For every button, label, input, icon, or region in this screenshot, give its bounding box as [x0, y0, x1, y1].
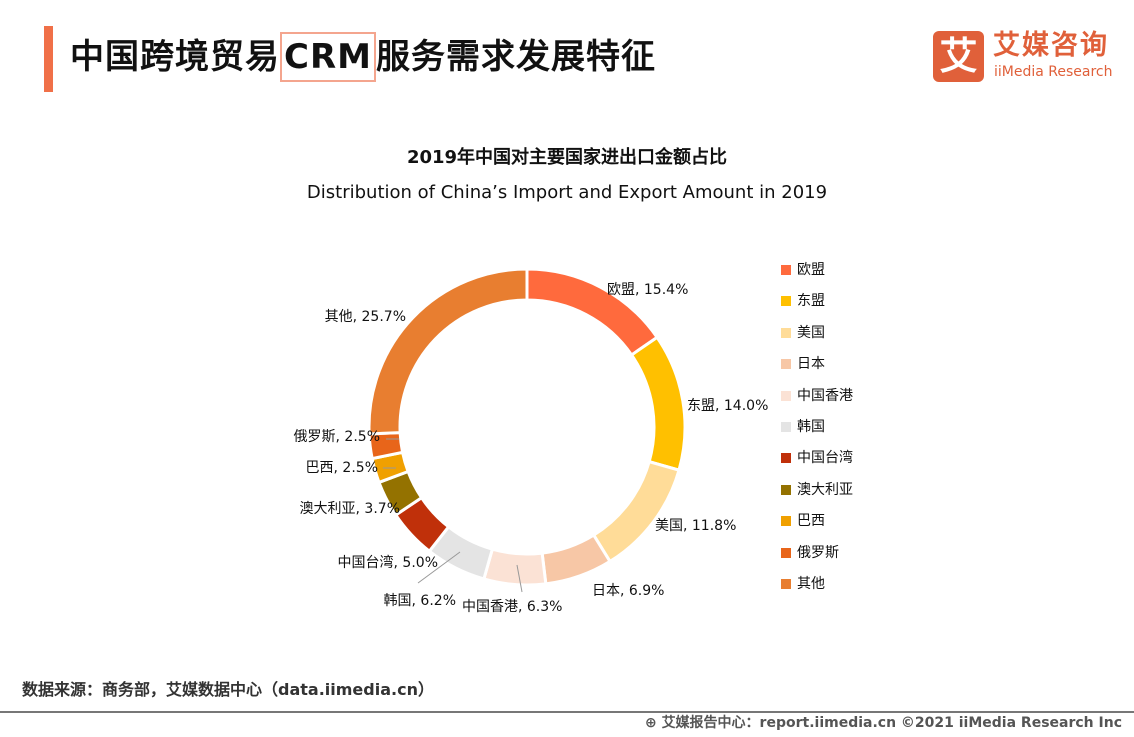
- data-label: 欧盟, 15.4%: [607, 282, 689, 298]
- legend-item: 澳大利亚: [781, 482, 853, 498]
- donut-slice: [540, 533, 613, 586]
- legend-swatch: [781, 359, 791, 370]
- legend-swatch: [781, 327, 791, 338]
- title-text-end: 服务需求发展特征: [375, 37, 656, 77]
- legend-label: 美国: [797, 324, 825, 341]
- title-accent-bar: [44, 26, 53, 92]
- legend-item: 俄罗斯: [781, 545, 839, 561]
- legend-label: 澳大利亚: [797, 481, 853, 498]
- donut-slice: [482, 547, 548, 587]
- globe-icon: ⊕: [644, 715, 662, 731]
- footer-copyright-text: 艾媒报告中心：report.iimedia.cn ©2021 iiMedia R…: [661, 715, 1122, 731]
- legend-swatch: [781, 265, 791, 275]
- legend-label: 俄罗斯: [797, 544, 839, 561]
- logo-text-en: iiMedia Research: [994, 64, 1113, 80]
- legend-label: 巴西: [797, 513, 825, 530]
- legend-swatch: [781, 547, 791, 558]
- data-label: 巴西, 2.5%: [305, 460, 378, 476]
- legend-item: 中国香港: [781, 388, 853, 404]
- page-title: 中国跨境贸易 CRM 服务需求发展特征: [70, 32, 656, 82]
- legend-label: 中国台湾: [797, 450, 853, 467]
- leader-line: [516, 564, 523, 593]
- legend-swatch: [781, 296, 791, 307]
- logo-text-cn: 艾媒咨询: [993, 30, 1109, 61]
- data-source: 数据来源：商务部，艾媒数据中心（data.iimedia.cn）: [22, 680, 434, 699]
- legend-item: 韩国: [781, 419, 825, 435]
- legend-item: 日本: [781, 356, 825, 372]
- legend-label: 日本: [797, 356, 825, 373]
- legend-label: 其他: [797, 576, 825, 592]
- donut-slice: [629, 335, 687, 472]
- donut-slice: [367, 267, 529, 436]
- legend-swatch: [781, 453, 791, 464]
- chart-subtitle: Distribution of China’s Import and Expor…: [306, 182, 828, 203]
- legend-swatch: [781, 390, 791, 401]
- legend-item: 巴西: [781, 513, 825, 529]
- data-label: 俄罗斯, 2.5%: [293, 429, 380, 445]
- legend-swatch: [781, 579, 791, 589]
- title-highlight: CRM: [280, 32, 376, 82]
- logo-mark: 艾: [933, 31, 984, 82]
- legend-item: 东盟: [781, 293, 825, 309]
- donut-slice: [591, 459, 681, 564]
- data-label: 日本, 6.9%: [592, 583, 665, 599]
- data-label: 美国, 11.8%: [655, 518, 737, 534]
- title-text-start: 中国跨境贸易: [70, 37, 280, 77]
- legend-item: 其他: [781, 576, 825, 592]
- legend-item: 中国台湾: [781, 450, 853, 466]
- footer-copyright: ⊕ 艾媒报告中心：report.iimedia.cn ©2021 iiMedia…: [645, 714, 1122, 732]
- data-label: 中国台湾, 5.0%: [337, 555, 438, 571]
- legend-item: 欧盟: [781, 262, 825, 278]
- data-label: 韩国, 6.2%: [383, 593, 456, 609]
- legend-label: 韩国: [797, 419, 825, 435]
- chart-title: 2019年中国对主要国家进出口金额占比: [406, 147, 728, 168]
- legend-swatch: [781, 484, 791, 495]
- legend-label: 东盟: [797, 293, 825, 310]
- data-label: 东盟, 14.0%: [687, 398, 769, 414]
- data-label: 其他, 25.7%: [324, 309, 406, 325]
- footer-divider: [0, 711, 1134, 713]
- legend-swatch: [781, 422, 791, 432]
- data-label: 中国香港, 6.3%: [462, 599, 563, 615]
- data-label: 澳大利亚, 3.7%: [299, 501, 400, 517]
- leader-line: [417, 551, 461, 584]
- legend-swatch: [781, 516, 791, 527]
- legend-item: 美国: [781, 325, 825, 341]
- legend-label: 欧盟: [797, 262, 825, 278]
- legend-label: 中国香港: [797, 387, 853, 404]
